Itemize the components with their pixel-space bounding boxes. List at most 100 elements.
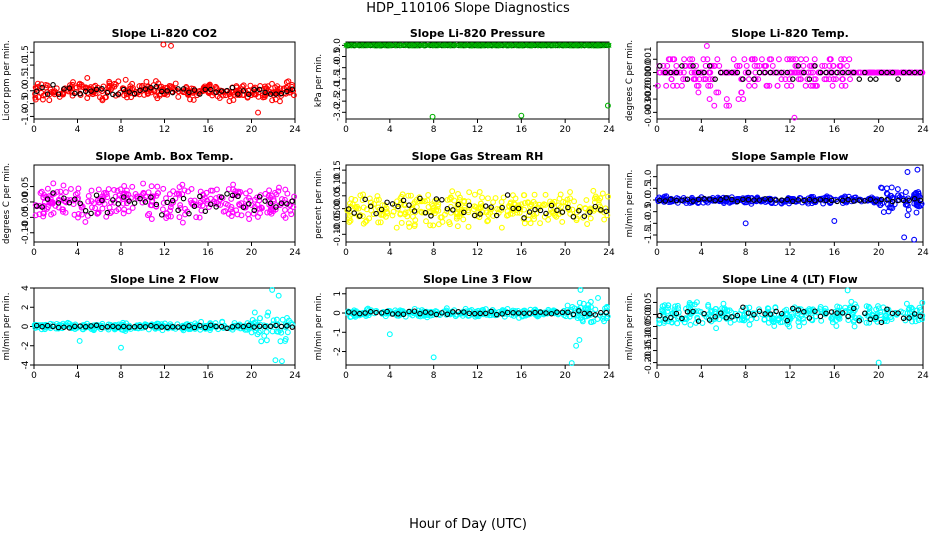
y-tick-label: -0.002	[644, 85, 654, 114]
hourly-point	[278, 90, 285, 97]
hourly-point	[284, 88, 290, 95]
hourly-point	[406, 308, 412, 315]
y-tick-label: -0.003	[644, 98, 654, 127]
x-tick-label: 8	[118, 371, 124, 381]
data-point	[538, 42, 544, 48]
data-point	[269, 97, 276, 104]
data-point	[375, 219, 382, 226]
data-point	[389, 212, 396, 219]
hourly-point	[262, 89, 268, 96]
hourly-point	[856, 197, 863, 203]
x-tick-label: 8	[118, 125, 124, 135]
data-point	[602, 205, 609, 212]
data-point	[360, 42, 367, 48]
hourly-point	[679, 315, 685, 322]
data-point	[568, 306, 575, 313]
data-point	[605, 42, 612, 49]
data-point	[518, 112, 525, 119]
x-tick-label: 20	[873, 125, 885, 135]
hourly-point	[202, 324, 209, 331]
data-point	[706, 96, 713, 103]
x-tick-label: 24	[917, 371, 929, 381]
data-point	[769, 62, 776, 69]
data-point	[76, 80, 83, 87]
hourly-point	[439, 197, 445, 203]
data-point	[277, 338, 284, 345]
data-point	[148, 183, 155, 190]
data-point	[579, 316, 586, 323]
data-point	[902, 69, 909, 76]
hourly-point	[734, 69, 741, 76]
hourly-point	[570, 214, 577, 220]
data-point	[393, 42, 399, 48]
hourly-point	[351, 210, 357, 216]
data-point	[765, 305, 772, 312]
hourly-point	[99, 86, 105, 92]
hourly-point	[197, 193, 203, 200]
data-point	[778, 76, 785, 83]
data-point	[768, 199, 775, 206]
x-tick-label: 0	[343, 125, 349, 135]
data-point	[213, 186, 220, 193]
hourly-point	[110, 197, 116, 203]
data-point	[531, 191, 538, 198]
data-point	[442, 42, 448, 48]
data-point	[586, 42, 592, 48]
hourly-point	[115, 91, 122, 97]
data-point	[659, 303, 666, 310]
data-point	[786, 76, 793, 83]
x-tick-label: 0	[31, 371, 37, 381]
data-point	[251, 196, 258, 203]
y-tick-label: 1.0	[21, 58, 31, 73]
y-axis-label: ml/min per min.	[625, 293, 635, 361]
data-point	[886, 204, 893, 211]
hourly-point	[240, 88, 247, 94]
chart-title: Slope Li-820 Temp.	[731, 27, 849, 40]
hourly-point	[362, 196, 368, 203]
data-point	[273, 316, 280, 323]
y-tick-label: 0.0	[644, 193, 654, 208]
hourly-point	[378, 206, 385, 213]
hourly-point	[900, 315, 907, 321]
hourly-point	[77, 91, 83, 97]
data-point	[577, 286, 584, 293]
hourly-point	[110, 91, 116, 98]
data-point	[488, 42, 494, 48]
hourly-point	[235, 323, 241, 329]
data-point	[702, 76, 709, 83]
data-point	[669, 319, 675, 326]
data-point	[369, 42, 375, 48]
data-point	[272, 357, 279, 364]
hourly-point	[701, 310, 707, 317]
hourly-point	[884, 69, 890, 76]
hourly-point	[499, 311, 505, 317]
hourly-point	[400, 197, 407, 204]
data-point	[603, 315, 610, 322]
data-point	[490, 42, 496, 48]
hourly-point	[784, 317, 790, 324]
data-point	[669, 56, 676, 63]
data-point	[147, 202, 154, 209]
hourly-point	[115, 324, 122, 330]
data-point	[850, 309, 857, 316]
hourly-point	[235, 91, 241, 97]
data-point	[78, 211, 85, 218]
data-point	[764, 82, 771, 89]
data-point	[360, 191, 367, 198]
data-point	[454, 223, 461, 230]
data-point	[741, 56, 748, 63]
data-point	[148, 216, 155, 222]
data-point	[770, 69, 777, 76]
data-point	[367, 42, 373, 48]
data-point	[177, 202, 184, 209]
hourly-point	[126, 198, 132, 204]
data-point	[424, 42, 430, 48]
data-point	[463, 42, 470, 48]
data-point	[823, 76, 830, 83]
data-point	[447, 194, 454, 201]
data-point	[740, 96, 747, 103]
hourly-point	[917, 69, 923, 76]
data-point	[277, 85, 284, 92]
hourly-point	[706, 63, 713, 69]
data-point	[818, 317, 825, 324]
